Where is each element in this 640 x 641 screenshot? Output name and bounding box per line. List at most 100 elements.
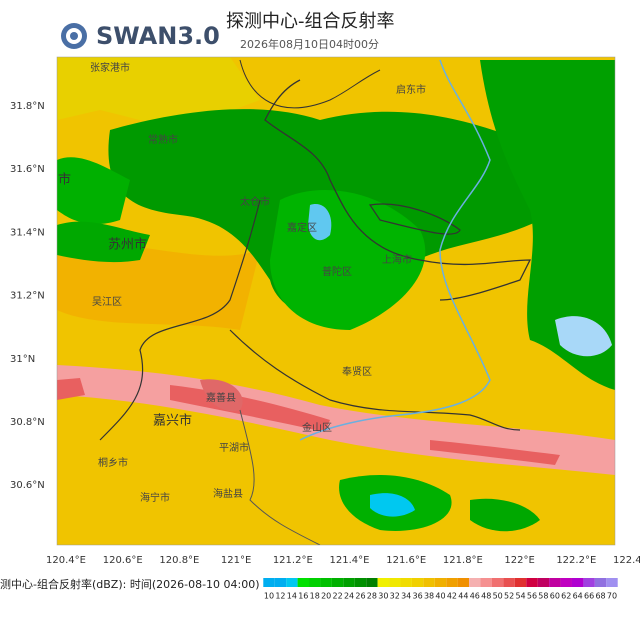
- place-label: 上海市: [382, 253, 412, 266]
- place-label: 吴江区: [92, 296, 122, 308]
- legend-label: 22: [333, 592, 343, 601]
- legend-label: 26: [355, 592, 365, 601]
- lon-label: 121°E: [221, 555, 251, 566]
- lat-label: 31°N: [10, 354, 35, 365]
- lon-label: 120.6°E: [103, 555, 143, 566]
- legend-swatch: [331, 578, 344, 587]
- lat-label: 31.2°N: [10, 291, 45, 302]
- place-label: 嘉善县: [206, 391, 236, 404]
- place-label: 嘉定区: [287, 221, 317, 234]
- legend-swatch: [400, 578, 412, 587]
- legend-label: 16: [298, 592, 308, 601]
- legend-label: 66: [584, 592, 594, 601]
- legend-label: 24: [344, 592, 354, 601]
- legend-label: 60: [550, 592, 560, 601]
- place-label: 奉贤区: [342, 365, 372, 378]
- legend-label: 42: [447, 592, 457, 601]
- lon-label: 121.4°E: [330, 555, 370, 566]
- legend: 10 12 14 16 18 20 22 24 26 28 30 32 34 36 38 40 42 44 46 48…: [263, 578, 618, 601]
- legend-swatch: [274, 578, 287, 587]
- legend-swatch: [503, 578, 515, 587]
- legend-swatch: [457, 578, 470, 587]
- lon-label: 120.8°E: [159, 555, 199, 566]
- logo: [61, 23, 87, 49]
- legend-swatch: [366, 578, 378, 587]
- legend-label: 18: [310, 592, 320, 601]
- places: 张家港市 启东市 常熟市 太仓市 嘉定区 苏州市 上海市 普陀区 吴江区 奉贤区…: [58, 61, 426, 504]
- footer-caption: 测中心-组合反射率(dBZ): 时间(2026-08-10 04:00): [0, 577, 260, 591]
- timestamp: 2026年08月10日04时00分: [240, 37, 379, 51]
- lon-label: 121.2°E: [273, 555, 313, 566]
- legend-label: 20: [321, 592, 331, 601]
- legend-label: 40: [435, 592, 445, 601]
- lat-label: 30.6°N: [10, 480, 45, 491]
- legend-swatch: [320, 578, 332, 587]
- logo-text: SWAN3.0: [96, 22, 220, 50]
- legend-swatch: [286, 578, 298, 587]
- place-label: 海盐县: [213, 487, 243, 500]
- legend-swatch: [389, 578, 401, 587]
- legend-swatch: [377, 578, 390, 587]
- place-label: 启东市: [396, 83, 426, 96]
- legend-label: 44: [458, 592, 468, 601]
- legend-swatch: [434, 578, 447, 587]
- legend-swatch: [309, 578, 321, 587]
- place-label: 金山区: [302, 421, 332, 434]
- place-label: 海宁市: [140, 491, 170, 504]
- lon-label: 120.4°E: [46, 555, 86, 566]
- lon-label: 122.2°E: [556, 555, 596, 566]
- legend-label: 10: [264, 592, 274, 601]
- legend-label: 56: [527, 592, 537, 601]
- legend-swatch: [491, 578, 504, 587]
- legend-swatch: [583, 578, 595, 587]
- legend-swatch: [423, 578, 435, 587]
- place-label: 苏州市: [108, 237, 147, 253]
- title: 探测中心-组合反射率: [226, 11, 395, 32]
- legend-label: 30: [378, 592, 388, 601]
- lat-label: 30.8°N: [10, 417, 45, 428]
- legend-label: 46: [470, 592, 480, 601]
- lon-label: 122°E: [504, 555, 534, 566]
- legend-swatch: [514, 578, 527, 587]
- place-label: 市: [58, 172, 71, 188]
- legend-swatch: [560, 578, 572, 587]
- lat-label: 31.6°N: [10, 164, 45, 175]
- legend-label: 14: [287, 592, 297, 601]
- lat-label: 31.4°N: [10, 227, 45, 238]
- legend-swatch: [549, 578, 561, 587]
- lon-label: 121.8°E: [443, 555, 483, 566]
- legend-label: 38: [424, 592, 434, 601]
- lon-label: 121.6°E: [386, 555, 426, 566]
- legend-label: 48: [481, 592, 491, 601]
- legend-label: 36: [413, 592, 423, 601]
- legend-swatch: [354, 578, 367, 587]
- legend-label: 28: [367, 592, 377, 601]
- place-label: 常熟市: [148, 133, 178, 146]
- place-label: 张家港市: [90, 61, 130, 74]
- legend-swatch: [480, 578, 492, 587]
- lat-label: 31.8°N: [10, 101, 45, 112]
- place-label: 嘉兴市: [153, 413, 192, 429]
- legend-swatch: [606, 578, 618, 587]
- legend-label: 50: [493, 592, 503, 601]
- radar-map: [57, 57, 615, 545]
- legend-label: 54: [515, 592, 525, 601]
- place-label: 桐乡市: [98, 456, 128, 469]
- legend-label: 64: [573, 592, 583, 601]
- legend-swatch: [526, 578, 538, 587]
- legend-label: 52: [504, 592, 514, 601]
- place-label: 平湖市: [219, 441, 249, 454]
- legend-swatch: [343, 578, 355, 587]
- legend-swatch: [594, 578, 607, 587]
- legend-swatch: [537, 578, 550, 587]
- legend-label: 58: [538, 592, 548, 601]
- lon-label: 122.4°E: [613, 555, 640, 566]
- legend-label: 12: [275, 592, 285, 601]
- legend-label: 34: [401, 592, 411, 601]
- map-frame: [56, 56, 616, 546]
- legend-swatch: [411, 578, 424, 587]
- place-label: 普陀区: [322, 265, 352, 278]
- legend-swatch: [263, 578, 275, 587]
